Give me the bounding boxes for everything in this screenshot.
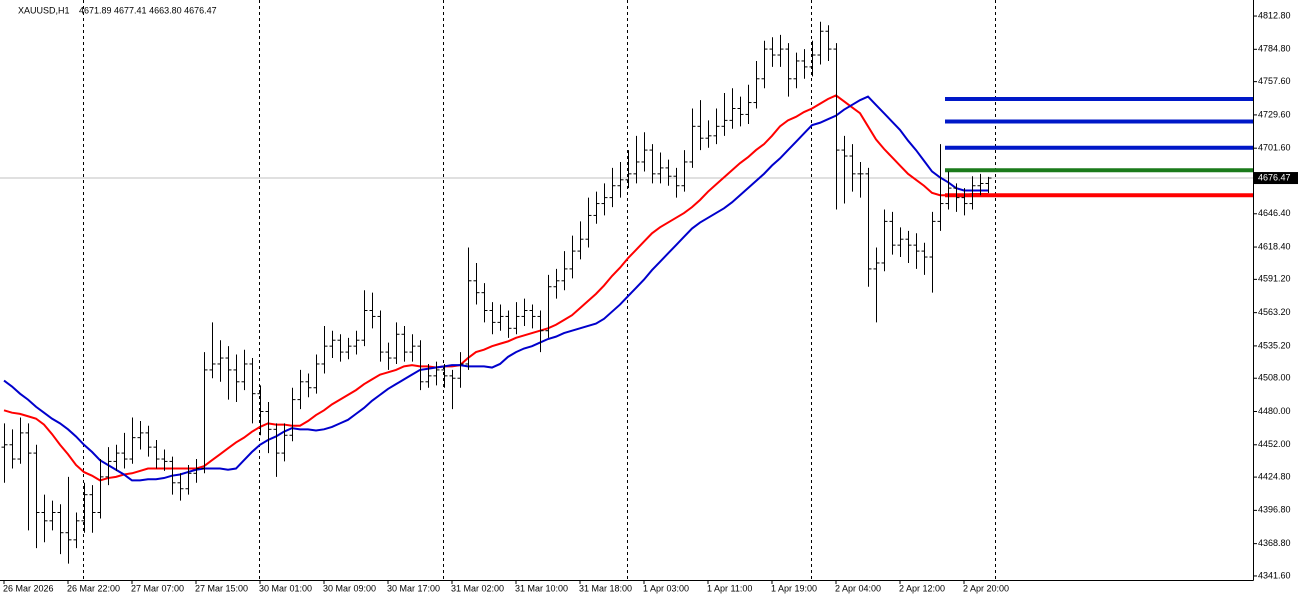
x-tick-label: 30 Mar 01:00	[259, 583, 312, 593]
y-tick-label: 4701.60	[1258, 143, 1291, 153]
y-tick-label: 4452.00	[1258, 439, 1291, 449]
moving-average	[3, 95, 988, 482]
x-tick-label: 2 Apr 04:00	[835, 583, 881, 593]
x-tick-label: 2 Apr 20:00	[963, 583, 1009, 593]
y-tick-label: 4508.00	[1258, 373, 1291, 383]
x-tick-label: 1 Apr 19:00	[771, 583, 817, 593]
x-tick-label: 31 Mar 02:00	[451, 583, 504, 593]
x-tick-label: 30 Mar 09:00	[323, 583, 376, 593]
x-tick-label: 31 Mar 10:00	[515, 583, 568, 593]
y-tick-label: 4480.00	[1258, 406, 1291, 416]
x-tick-label: 26 Mar 2026	[3, 583, 54, 593]
y-tick-label: 4368.80	[1258, 538, 1291, 548]
y-tick-label: 4757.60	[1258, 76, 1291, 86]
x-tick-label: 1 Apr 11:00	[707, 583, 752, 593]
x-tick-label: 1 Apr 03:00	[643, 583, 689, 593]
y-tick-label: 4396.80	[1258, 505, 1291, 515]
header-values: 4671.89 4677.41 4663.80 4676.47	[79, 5, 217, 15]
y-tick-label: 4591.20	[1258, 274, 1291, 284]
y-tick-label: 4424.80	[1258, 471, 1291, 481]
x-tick-label: 2 Apr 12:00	[899, 583, 945, 593]
symbol: XAUUSD,H1	[18, 5, 70, 15]
price-box	[1254, 172, 1298, 185]
day-separators	[83, 0, 996, 580]
x-tick-label: 26 Mar 22:00	[67, 583, 120, 593]
y-tick-label: 4618.40	[1258, 241, 1291, 251]
x-tick-label: 27 Mar 07:00	[131, 583, 184, 593]
y-tick-label: 4563.20	[1258, 307, 1291, 317]
x-tick-label: 31 Mar 18:00	[579, 583, 632, 593]
x-tick-label: 27 Mar 15:00	[195, 583, 248, 593]
y-tick-label: 4729.60	[1258, 109, 1291, 119]
y-tick-label: 4812.80	[1258, 10, 1291, 20]
y-tick-label: 4784.80	[1258, 44, 1291, 54]
y-tick-label: 4646.40	[1258, 208, 1291, 218]
y-tick-label: 4535.20	[1258, 340, 1291, 350]
y-tick-label: 4341.60	[1258, 570, 1291, 580]
x-tick-label: 30 Mar 17:00	[387, 583, 440, 593]
moving-average	[3, 94, 988, 482]
price-label: 4676.47	[1258, 172, 1291, 182]
